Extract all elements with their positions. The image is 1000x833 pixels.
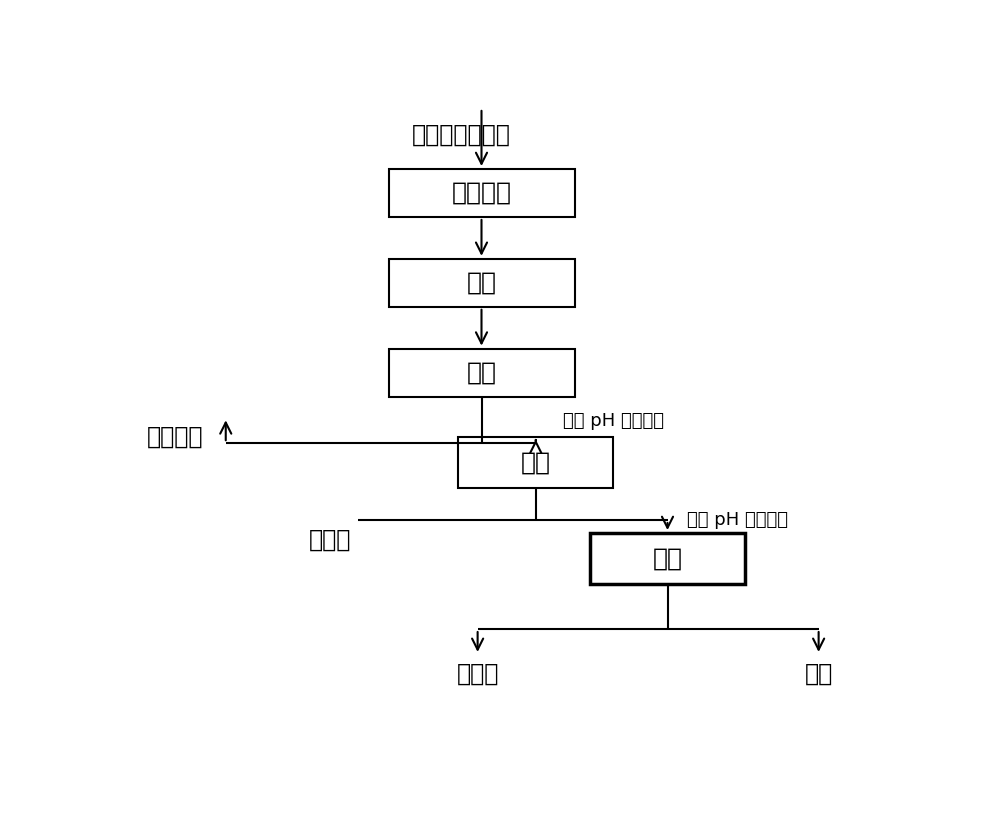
Bar bbox=[388, 259, 574, 307]
Text: 调节 pH 值并加热: 调节 pH 值并加热 bbox=[687, 511, 788, 529]
Bar bbox=[458, 436, 613, 488]
Text: 滤液: 滤液 bbox=[652, 546, 682, 571]
Text: 过滤: 过滤 bbox=[466, 361, 496, 385]
Text: 滤液: 滤液 bbox=[521, 451, 551, 474]
Bar bbox=[388, 348, 574, 397]
Text: 氧化铁渣: 氧化铁渣 bbox=[147, 425, 204, 449]
Text: 废液: 废液 bbox=[804, 662, 833, 686]
Text: 调节 pH 值并加热: 调节 pH 值并加热 bbox=[563, 412, 664, 430]
Bar bbox=[388, 169, 574, 217]
Text: 酸浸: 酸浸 bbox=[466, 271, 496, 295]
Bar bbox=[590, 533, 745, 584]
Text: 磷酸铁: 磷酸铁 bbox=[309, 527, 352, 551]
Text: 高温焙烧: 高温焙烧 bbox=[452, 181, 512, 205]
Text: 磷酸亚铁锂废料: 磷酸亚铁锂废料 bbox=[412, 122, 511, 147]
Text: 磷酸锂: 磷酸锂 bbox=[456, 662, 499, 686]
